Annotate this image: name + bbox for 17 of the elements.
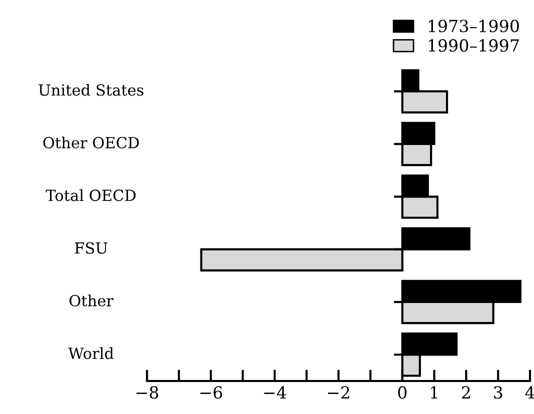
y-tick-label: United States bbox=[38, 84, 144, 96]
x-tick-label: −6 bbox=[200, 386, 222, 399]
legend-label: 1973–1990 bbox=[428, 20, 519, 32]
x-tick-label: −8 bbox=[136, 386, 158, 399]
x-tick-label: 0 bbox=[398, 386, 407, 399]
x-tick-label: 3 bbox=[494, 386, 502, 399]
x-tick-label: 2 bbox=[462, 386, 470, 399]
x-tick-label: −2 bbox=[328, 386, 350, 399]
x-tick-label: 1 bbox=[430, 386, 438, 399]
x-tick-label: −4 bbox=[264, 386, 286, 399]
legend-label: 1990–1997 bbox=[428, 39, 519, 52]
y-tick-label: FSU bbox=[74, 242, 108, 254]
y-tick-label: Total OECD bbox=[46, 189, 136, 202]
y-tick-label: Other OECD bbox=[43, 136, 139, 148]
y-tick-label: World bbox=[68, 347, 114, 360]
x-tick-label: 4 bbox=[525, 386, 534, 399]
y-tick-label: Other bbox=[70, 294, 114, 306]
